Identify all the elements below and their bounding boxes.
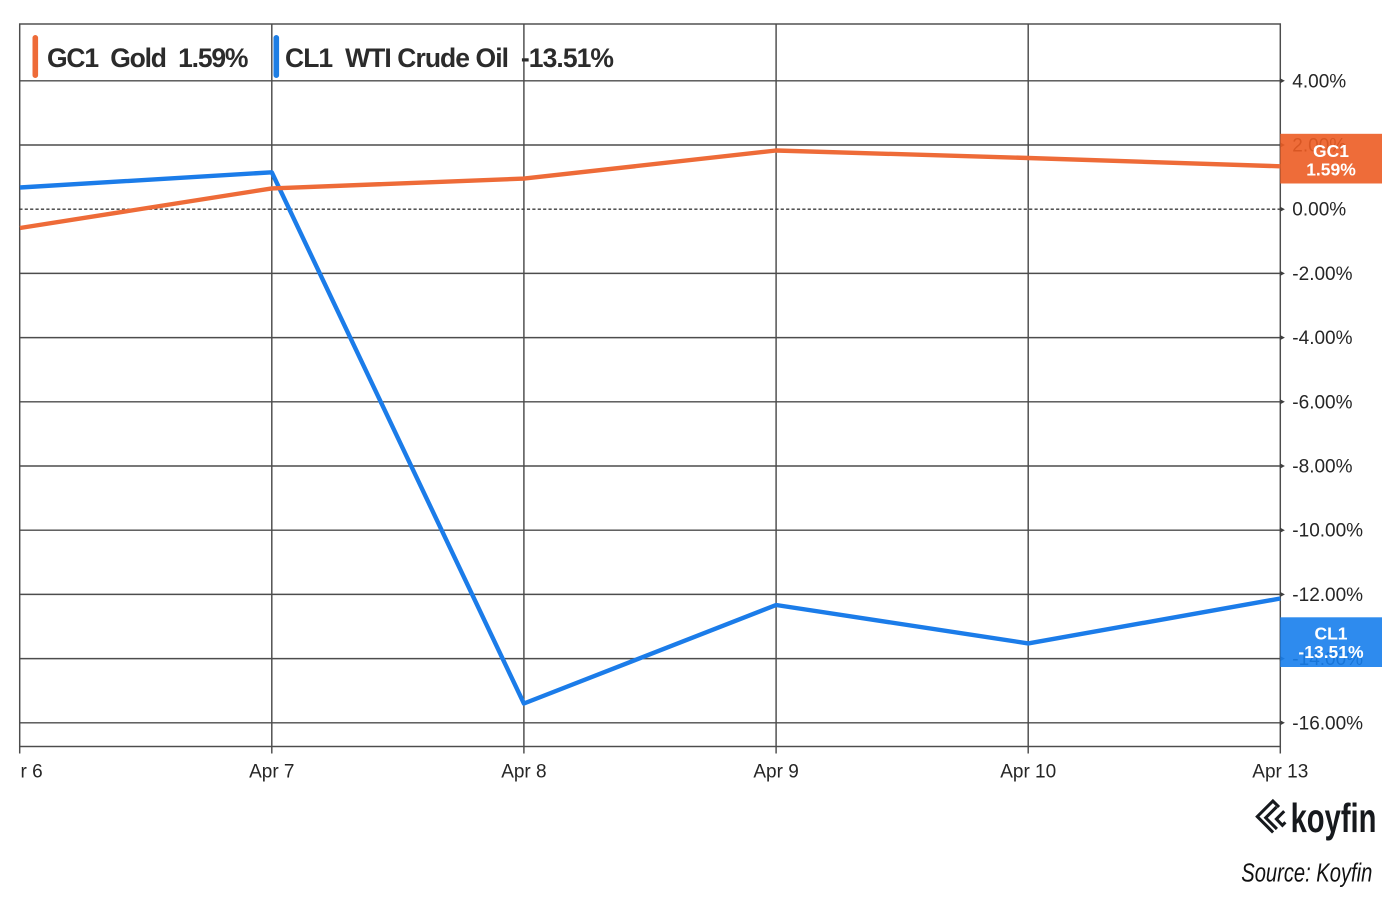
svg-text:-2.00%: -2.00% xyxy=(1292,264,1352,285)
svg-text:-16.00%: -16.00% xyxy=(1292,713,1363,734)
svg-text:koyfin: koyfin xyxy=(1291,796,1377,841)
svg-text:GC1: GC1 xyxy=(1313,141,1349,161)
svg-text:Apr 8: Apr 8 xyxy=(501,762,546,783)
svg-text:Source: Koyfin: Source: Koyfin xyxy=(1241,860,1372,888)
svg-text:-8.00%: -8.00% xyxy=(1292,457,1352,478)
svg-text:1.59%: 1.59% xyxy=(1306,160,1356,180)
svg-text:Apr 9: Apr 9 xyxy=(753,762,798,783)
svg-text:CL1 WTI Crude Oil -13.51%: CL1 WTI Crude Oil -13.51% xyxy=(285,43,614,73)
svg-text:Apr 6: Apr 6 xyxy=(0,762,43,783)
svg-text:-6.00%: -6.00% xyxy=(1292,392,1352,413)
svg-text:-13.51%: -13.51% xyxy=(1298,642,1364,662)
svg-text:Apr 13: Apr 13 xyxy=(1252,762,1308,783)
svg-text:0.00%: 0.00% xyxy=(1292,200,1346,221)
svg-text:Apr 7: Apr 7 xyxy=(249,762,294,783)
svg-text:-4.00%: -4.00% xyxy=(1292,328,1352,349)
svg-text:GC1 Gold 1.59%: GC1 Gold 1.59% xyxy=(47,43,249,73)
svg-text:CL1: CL1 xyxy=(1314,624,1347,644)
svg-text:4.00%: 4.00% xyxy=(1292,71,1346,92)
svg-text:-10.00%: -10.00% xyxy=(1292,521,1363,542)
svg-text:Apr 10: Apr 10 xyxy=(1000,762,1056,783)
svg-text:-12.00%: -12.00% xyxy=(1292,585,1363,606)
